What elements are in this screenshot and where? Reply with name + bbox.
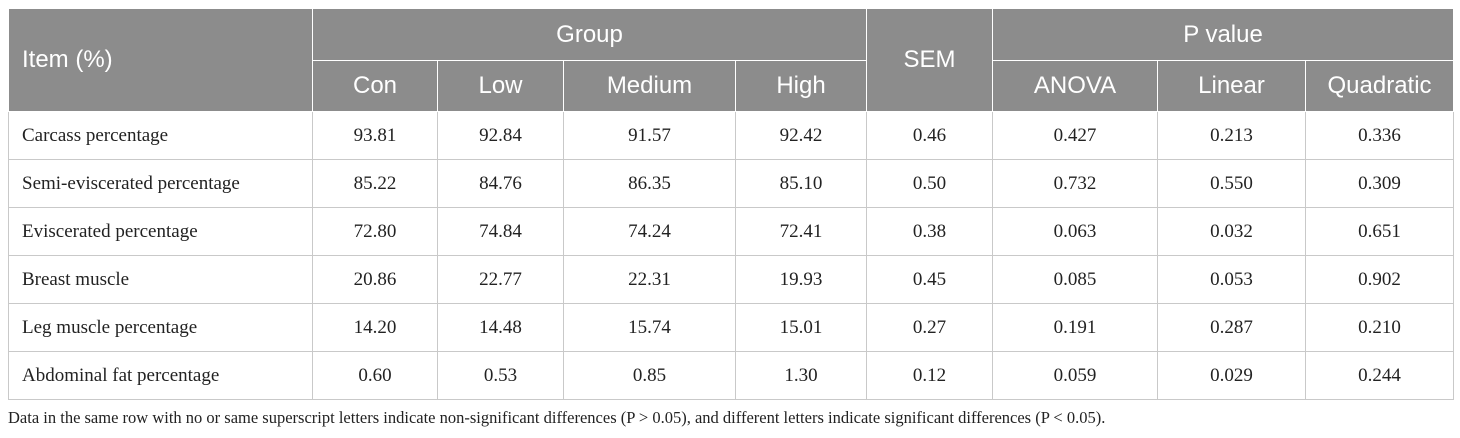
cell-high: 19.93: [734, 255, 868, 304]
cell-con: 72.80: [312, 207, 438, 256]
col-header-high: High: [734, 60, 868, 112]
cell-low: 14.48: [437, 303, 564, 352]
cell-low: 84.76: [437, 159, 564, 208]
table-row: Leg muscle percentage 14.20 14.48 15.74 …: [8, 303, 1455, 352]
table-row: Carcass percentage 93.81 92.84 91.57 92.…: [8, 111, 1455, 160]
cell-quadratic: 0.210: [1305, 303, 1455, 352]
group-header: Group: [311, 8, 868, 61]
cell-con: 20.86: [312, 255, 438, 304]
cell-anova: 0.059: [992, 351, 1159, 400]
row-label: Leg muscle percentage: [8, 303, 313, 352]
row-label: Carcass percentage: [8, 111, 313, 160]
table-row: Breast muscle 20.86 22.77 22.31 19.93 0.…: [8, 255, 1455, 304]
cell-linear: 0.550: [1157, 159, 1307, 208]
cell-sem: 0.45: [866, 255, 994, 304]
cell-sem: 0.12: [866, 351, 994, 400]
cell-low: 74.84: [437, 207, 564, 256]
table-footnote: Data in the same row with no or same sup…: [8, 408, 1106, 427]
col-header-quadratic: Quadratic: [1305, 60, 1455, 112]
table-row: Eviscerated percentage 72.80 74.84 74.24…: [8, 207, 1455, 256]
row-label: Semi-eviscerated percentage: [8, 159, 313, 208]
cell-linear: 0.032: [1157, 207, 1307, 256]
cell-medium: 86.35: [563, 159, 736, 208]
cell-linear: 0.053: [1157, 255, 1307, 304]
cell-medium: 91.57: [563, 111, 736, 160]
col-header-linear: Linear: [1157, 60, 1307, 112]
cell-low: 92.84: [437, 111, 564, 160]
cell-quadratic: 0.309: [1305, 159, 1455, 208]
cell-linear: 0.029: [1157, 351, 1307, 400]
data-table: Item (%) Group SEM P value Con Low Mediu…: [8, 8, 1455, 400]
cell-con: 93.81: [312, 111, 438, 160]
cell-linear: 0.287: [1157, 303, 1307, 352]
cell-low: 0.53: [437, 351, 564, 400]
item-header: Item (%): [8, 8, 313, 112]
table-row: Semi-eviscerated percentage 85.22 84.76 …: [8, 159, 1455, 208]
cell-high: 92.42: [734, 111, 868, 160]
row-label: Eviscerated percentage: [8, 207, 313, 256]
cell-high: 72.41: [734, 207, 868, 256]
cell-linear: 0.213: [1157, 111, 1307, 160]
table-row: Abdominal fat percentage 0.60 0.53 0.85 …: [8, 351, 1455, 400]
cell-sem: 0.50: [866, 159, 994, 208]
cell-medium: 0.85: [563, 351, 736, 400]
cell-medium: 74.24: [563, 207, 736, 256]
cell-low: 22.77: [437, 255, 564, 304]
cell-quadratic: 0.244: [1305, 351, 1455, 400]
cell-sem: 0.46: [866, 111, 994, 160]
cell-quadratic: 0.336: [1305, 111, 1455, 160]
cell-medium: 22.31: [563, 255, 736, 304]
cell-high: 1.30: [734, 351, 868, 400]
cell-con: 0.60: [312, 351, 438, 400]
data-table-container: Item (%) Group SEM P value Con Low Mediu…: [8, 8, 1455, 400]
cell-anova: 0.191: [992, 303, 1159, 352]
cell-anova: 0.063: [992, 207, 1159, 256]
cell-medium: 15.74: [563, 303, 736, 352]
cell-anova: 0.427: [992, 111, 1159, 160]
table-body: Carcass percentage 93.81 92.84 91.57 92.…: [8, 111, 1455, 400]
sem-header: SEM: [866, 8, 994, 112]
cell-con: 85.22: [312, 159, 438, 208]
cell-quadratic: 0.651: [1305, 207, 1455, 256]
cell-anova: 0.732: [992, 159, 1159, 208]
cell-con: 14.20: [312, 303, 438, 352]
row-label: Abdominal fat percentage: [8, 351, 313, 400]
p-value-header: P value: [992, 8, 1455, 61]
cell-sem: 0.38: [866, 207, 994, 256]
cell-high: 85.10: [734, 159, 868, 208]
col-header-medium: Medium: [563, 60, 736, 112]
row-label: Breast muscle: [8, 255, 313, 304]
col-header-low: Low: [437, 60, 564, 112]
col-header-anova: ANOVA: [992, 60, 1159, 112]
cell-sem: 0.27: [866, 303, 994, 352]
col-header-con: Con: [312, 60, 438, 112]
cell-high: 15.01: [734, 303, 868, 352]
cell-anova: 0.085: [992, 255, 1159, 304]
cell-quadratic: 0.902: [1305, 255, 1455, 304]
